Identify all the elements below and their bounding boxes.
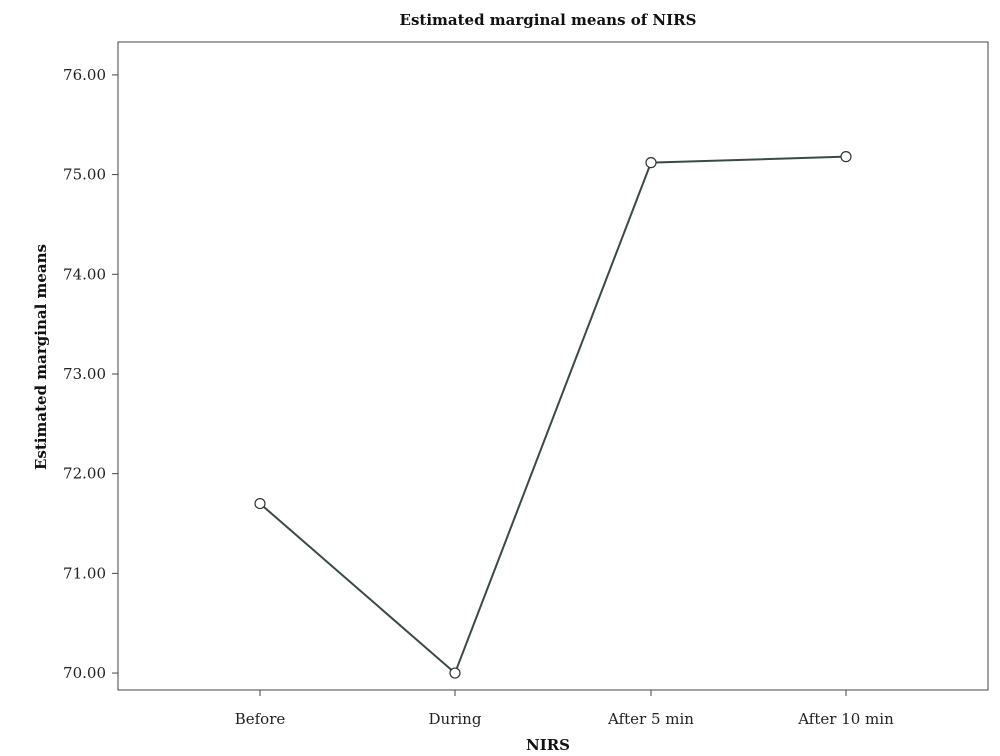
y-tick-label: 75.00 xyxy=(63,166,106,184)
series-line xyxy=(259,155,847,675)
y-tick-label: 71.00 xyxy=(63,564,106,582)
y-tick-label: 76.00 xyxy=(63,66,106,84)
data-point xyxy=(449,667,461,679)
chart-title: Estimated marginal means of NIRS xyxy=(400,11,697,29)
data-point xyxy=(840,151,852,163)
y-tick-label: 74.00 xyxy=(63,265,106,283)
y-tick-label: 70.00 xyxy=(63,664,106,682)
x-tick-label: Before xyxy=(235,710,286,728)
data-point xyxy=(254,497,266,510)
series-layer xyxy=(254,151,852,679)
y-tick-label: 72.00 xyxy=(63,465,106,483)
data-point xyxy=(645,157,657,169)
x-tick-label: After 10 min xyxy=(797,710,894,728)
y-axis-label: Estimated marginal means xyxy=(32,244,50,470)
x-tick-label: During xyxy=(429,710,482,728)
x-axis: Before During After 5 min After 10 min xyxy=(235,690,894,728)
y-axis: 70.00 71.00 72.00 73.00 74.00 75.00 76.00 xyxy=(63,66,118,682)
x-axis-label: NIRS xyxy=(526,736,570,754)
y-tick-label: 73.00 xyxy=(63,365,106,383)
plot-area xyxy=(117,41,989,691)
x-tick-label: After 5 min xyxy=(607,710,694,728)
